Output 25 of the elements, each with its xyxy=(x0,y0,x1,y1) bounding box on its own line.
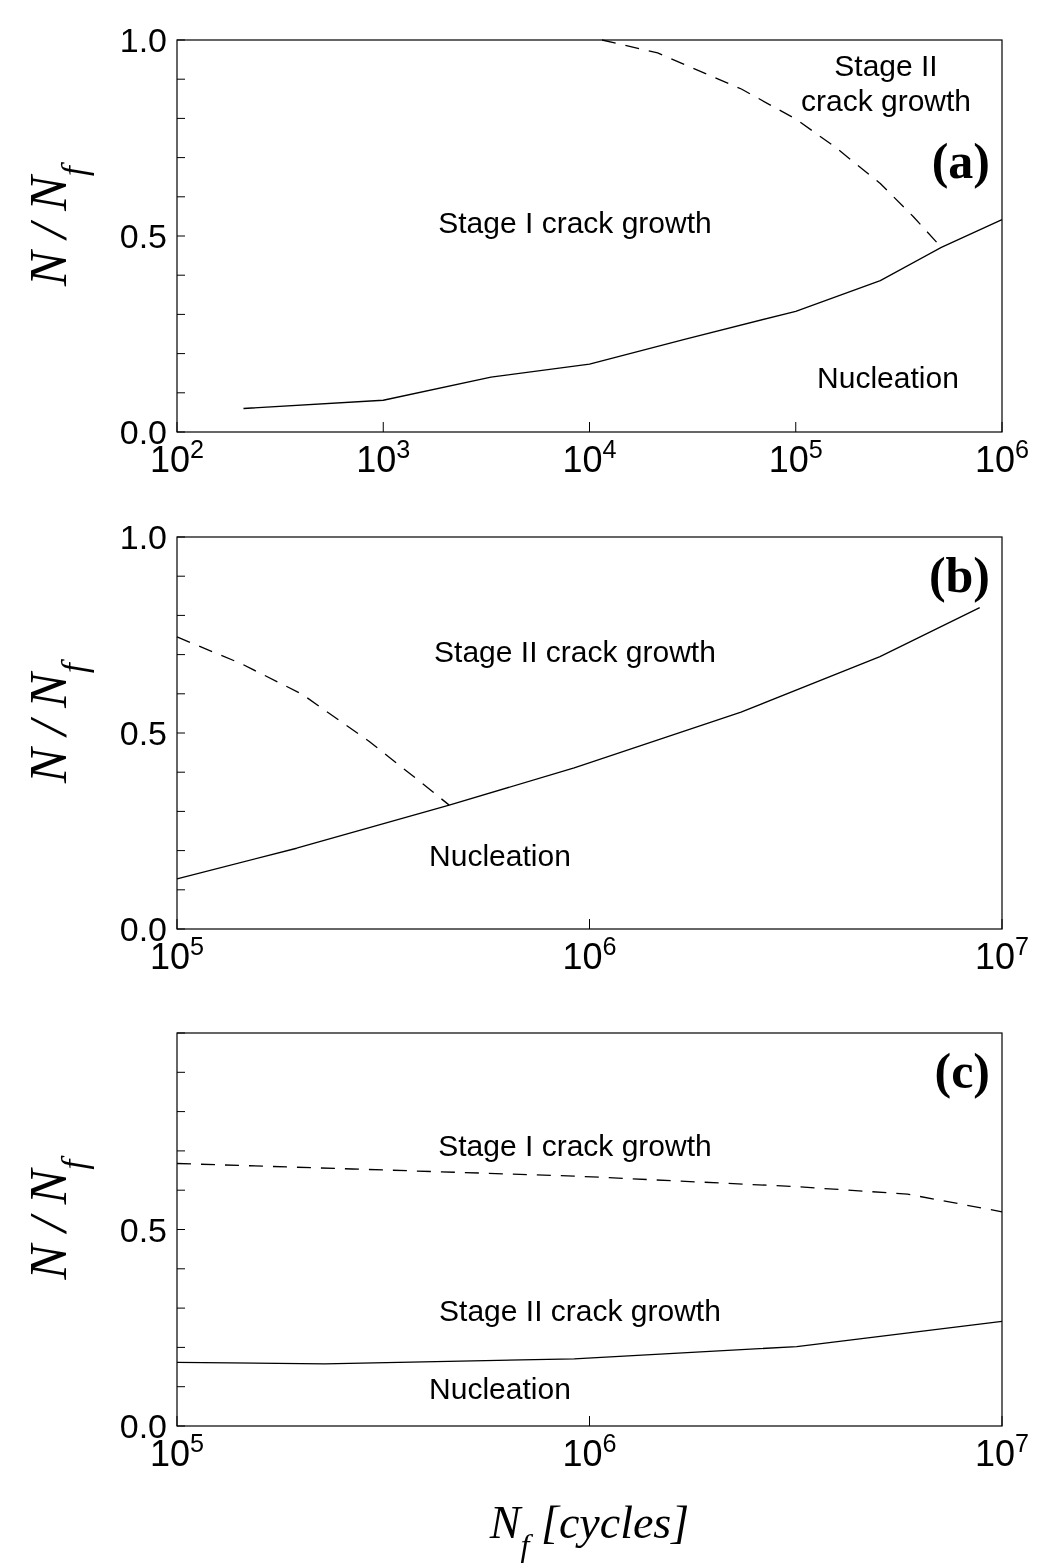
x-tick-label: 10$^{6}$ xyxy=(562,932,617,977)
text: (a) xyxy=(931,133,990,189)
x-tick-label: 10$^{6}$ xyxy=(562,1429,617,1474)
x-tick-label: 10$^{6}$ xyxy=(974,435,1030,480)
x-tick-label: 10$^{4}$ xyxy=(562,435,617,480)
y-tick-label: 0.5 xyxy=(119,714,167,752)
x-tick-label: 10$^{7}$ xyxy=(974,932,1030,977)
chart-title: (c) xyxy=(934,1043,990,1099)
annotation: Nucleation xyxy=(429,1372,571,1405)
annotation: Stage II crack growth xyxy=(439,1294,721,1327)
annotation: Stage II crack growth xyxy=(800,49,972,117)
annotation: Stage I crack growth xyxy=(438,1129,712,1162)
chart-title: (b) xyxy=(928,547,990,603)
annotation: Stage I crack growth xyxy=(438,206,712,239)
x-tick-label: 10$^{3}$ xyxy=(356,435,411,480)
annotation: Nucleation xyxy=(817,361,959,394)
y-tick-label: 1.0 xyxy=(119,518,167,556)
y-tick-label: 0.5 xyxy=(119,1210,167,1249)
x-tick-label: 10$^{7}$ xyxy=(974,1429,1030,1474)
y-tick-label: 0.5 xyxy=(119,217,167,255)
x-tick-label: 10$^{5}$ xyxy=(768,435,823,480)
y-tick-label: 1.0 xyxy=(119,21,167,59)
annotation: Nucleation xyxy=(429,839,571,872)
x-axis-title: N$_{f}$ [cycles] xyxy=(488,1497,690,1563)
annotation: Stage II crack growth xyxy=(434,635,716,668)
